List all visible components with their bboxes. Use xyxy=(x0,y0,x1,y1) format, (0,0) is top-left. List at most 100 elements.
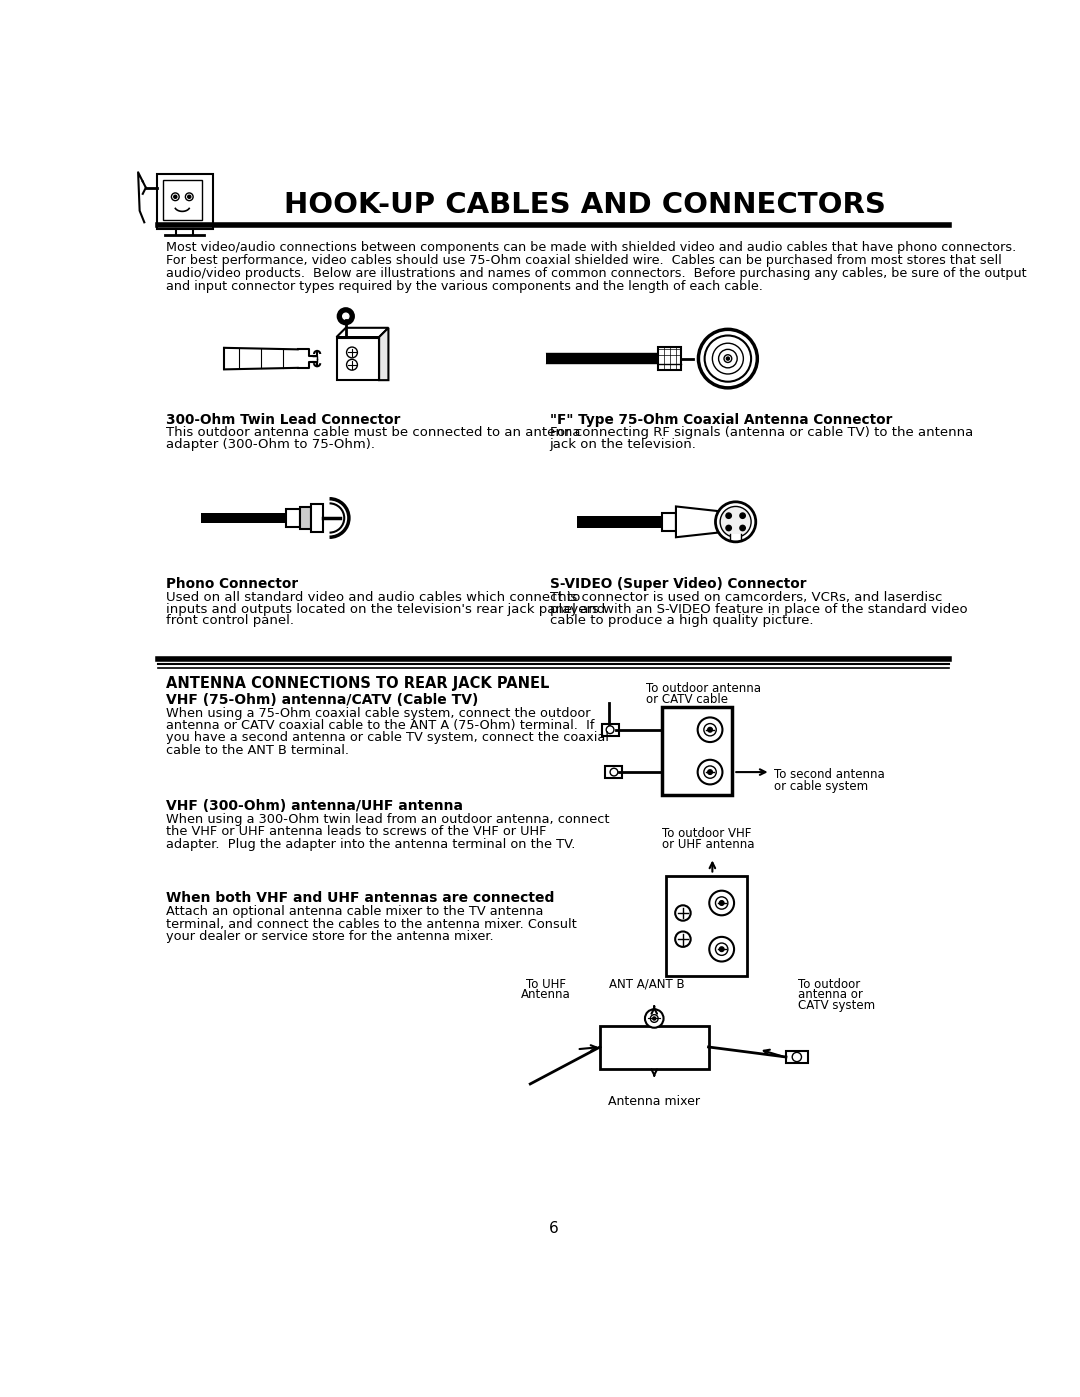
Text: inputs and outputs located on the television's rear jack panel and: inputs and outputs located on the televi… xyxy=(166,602,605,616)
Bar xyxy=(662,513,676,531)
Bar xyxy=(163,180,202,219)
Text: you have a second antenna or cable TV system, connect the coaxial: you have a second antenna or cable TV sy… xyxy=(166,731,609,745)
Circle shape xyxy=(704,766,716,778)
Text: For best performance, video cables should use 75-Ohm coaxial shielded wire.  Cab: For best performance, video cables shoul… xyxy=(166,254,1002,267)
Text: antenna or: antenna or xyxy=(798,989,863,1002)
Circle shape xyxy=(347,359,357,370)
Text: This connector is used on camcorders, VCRs, and laserdisc: This connector is used on camcorders, VC… xyxy=(550,591,942,604)
Text: To outdoor: To outdoor xyxy=(798,978,860,990)
Circle shape xyxy=(650,1014,658,1023)
Text: adapter.  Plug the adapter into the antenna terminal on the TV.: adapter. Plug the adapter into the anten… xyxy=(166,838,576,851)
Text: or cable system: or cable system xyxy=(774,780,868,792)
Bar xyxy=(662,707,732,795)
Text: S-VIDEO (Super Video) Connector: S-VIDEO (Super Video) Connector xyxy=(550,577,806,591)
Text: When using a 300-Ohm twin lead from an outdoor antenna, connect: When using a 300-Ohm twin lead from an o… xyxy=(166,813,609,826)
Circle shape xyxy=(675,932,691,947)
Text: To outdoor antenna: To outdoor antenna xyxy=(647,682,761,694)
Circle shape xyxy=(726,525,731,531)
Circle shape xyxy=(606,726,613,733)
Circle shape xyxy=(342,313,349,320)
Text: your dealer or service store for the antenna mixer.: your dealer or service store for the ant… xyxy=(166,930,494,943)
Text: To second antenna: To second antenna xyxy=(774,768,886,781)
Circle shape xyxy=(174,196,177,198)
Text: Phono Connector: Phono Connector xyxy=(166,577,298,591)
Text: Antenna: Antenna xyxy=(521,989,570,1002)
Text: VHF (300-Ohm) antenna/UHF antenna: VHF (300-Ohm) antenna/UHF antenna xyxy=(166,799,463,813)
Circle shape xyxy=(707,728,713,732)
Polygon shape xyxy=(379,328,389,380)
Circle shape xyxy=(740,525,745,531)
Bar xyxy=(577,515,662,528)
Text: cable to produce a high quality picture.: cable to produce a high quality picture. xyxy=(550,615,813,627)
Circle shape xyxy=(710,891,734,915)
Circle shape xyxy=(610,768,618,775)
Text: cable to the ANT B terminal.: cable to the ANT B terminal. xyxy=(166,743,349,757)
Circle shape xyxy=(727,358,729,360)
Circle shape xyxy=(338,309,353,324)
Text: front control panel.: front control panel. xyxy=(166,615,294,627)
Circle shape xyxy=(188,196,191,198)
Bar xyxy=(600,1027,708,1069)
Circle shape xyxy=(715,502,756,542)
Text: Used on all standard video and audio cables which connect to: Used on all standard video and audio cab… xyxy=(166,591,580,604)
Text: ANT A/ANT B: ANT A/ANT B xyxy=(609,978,685,990)
Bar xyxy=(337,338,379,380)
Circle shape xyxy=(704,724,716,736)
Text: This outdoor antenna cable must be connected to an antenna: This outdoor antenna cable must be conne… xyxy=(166,426,581,440)
Circle shape xyxy=(707,770,713,774)
Polygon shape xyxy=(676,507,718,538)
Bar xyxy=(606,766,622,778)
Text: VHF (75-Ohm) antenna/CATV (Cable TV): VHF (75-Ohm) antenna/CATV (Cable TV) xyxy=(166,693,478,707)
Text: CATV system: CATV system xyxy=(798,999,875,1013)
Bar xyxy=(602,724,619,736)
Circle shape xyxy=(645,1009,663,1028)
Bar xyxy=(786,1051,808,1063)
Text: To UHF: To UHF xyxy=(526,978,566,990)
Circle shape xyxy=(172,193,179,201)
Text: When using a 75-Ohm coaxial cable system, connect the outdoor: When using a 75-Ohm coaxial cable system… xyxy=(166,707,591,719)
Circle shape xyxy=(719,901,724,905)
Polygon shape xyxy=(337,328,389,337)
Text: adapter (300-Ohm to 75-Ohm).: adapter (300-Ohm to 75-Ohm). xyxy=(166,437,375,451)
Text: HOOK-UP CABLES AND CONNECTORS: HOOK-UP CABLES AND CONNECTORS xyxy=(284,190,886,218)
Bar xyxy=(658,346,681,370)
Bar xyxy=(201,513,286,524)
Bar xyxy=(730,534,741,539)
Text: "F" Type 75-Ohm Coaxial Antenna Connector: "F" Type 75-Ohm Coaxial Antenna Connecto… xyxy=(550,412,892,426)
Text: 300-Ohm Twin Lead Connector: 300-Ohm Twin Lead Connector xyxy=(166,412,401,426)
Text: antenna or CATV coaxial cable to the ANT A (75-Ohm) terminal.  If: antenna or CATV coaxial cable to the ANT… xyxy=(166,719,594,732)
Text: Attach an optional antenna cable mixer to the TV antenna: Attach an optional antenna cable mixer t… xyxy=(166,905,543,918)
Circle shape xyxy=(726,513,731,518)
Text: Antenna mixer: Antenna mixer xyxy=(608,1095,700,1108)
Circle shape xyxy=(698,718,723,742)
Bar xyxy=(545,353,658,365)
Circle shape xyxy=(724,355,732,362)
Circle shape xyxy=(740,513,745,518)
Circle shape xyxy=(698,760,723,784)
Text: audio/video products.  Below are illustrations and names of common connectors.  : audio/video products. Below are illustra… xyxy=(166,267,1027,279)
Text: or CATV cable: or CATV cable xyxy=(647,693,729,705)
Bar xyxy=(300,507,311,529)
Text: Most video/audio connections between components can be made with shielded video : Most video/audio connections between com… xyxy=(166,240,1016,254)
Bar xyxy=(157,173,213,229)
Circle shape xyxy=(347,346,357,358)
Circle shape xyxy=(715,897,728,909)
Bar xyxy=(666,876,747,977)
Text: players with an S-VIDEO feature in place of the standard video: players with an S-VIDEO feature in place… xyxy=(550,602,968,616)
Text: For connecting RF signals (antenna or cable TV) to the antenna: For connecting RF signals (antenna or ca… xyxy=(550,426,973,440)
Text: ANTENNA CONNECTIONS TO REAR JACK PANEL: ANTENNA CONNECTIONS TO REAR JACK PANEL xyxy=(166,676,550,692)
Text: 6: 6 xyxy=(549,1221,558,1236)
Circle shape xyxy=(715,943,728,956)
Text: or UHF antenna: or UHF antenna xyxy=(662,838,755,851)
Bar xyxy=(311,504,323,532)
Circle shape xyxy=(186,193,193,201)
Circle shape xyxy=(710,937,734,961)
Circle shape xyxy=(793,1052,801,1062)
Bar xyxy=(286,509,300,527)
Text: To outdoor VHF: To outdoor VHF xyxy=(662,827,752,840)
Text: jack on the television.: jack on the television. xyxy=(550,437,697,451)
Circle shape xyxy=(675,905,691,921)
Circle shape xyxy=(720,507,751,538)
Text: and input connector types required by the various components and the length of e: and input connector types required by th… xyxy=(166,279,762,293)
Text: terminal, and connect the cables to the antenna mixer. Consult: terminal, and connect the cables to the … xyxy=(166,918,577,930)
